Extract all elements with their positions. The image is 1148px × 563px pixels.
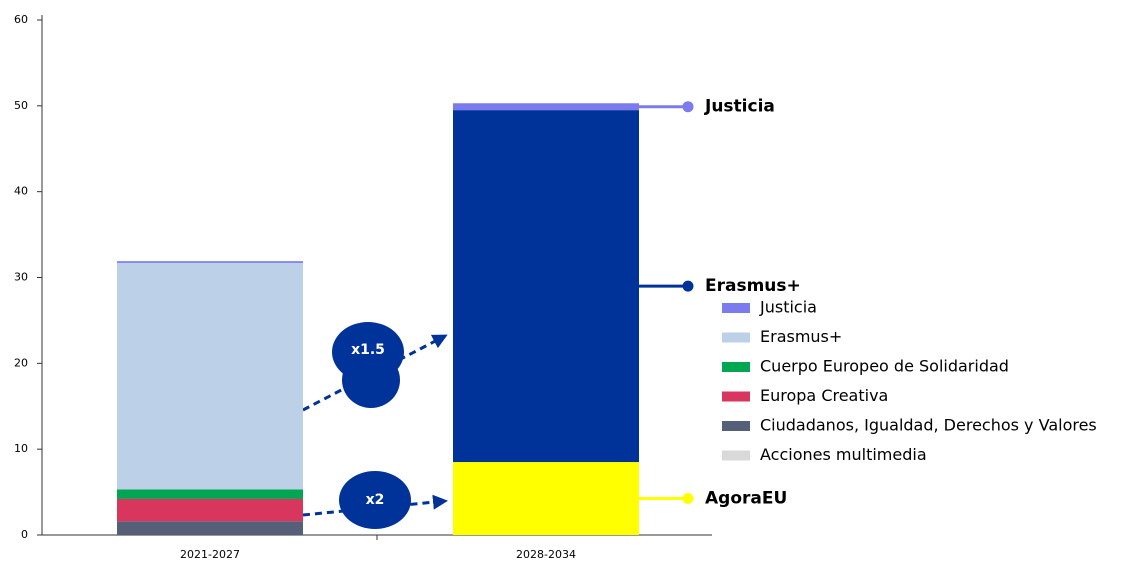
bar-segment [453,103,639,111]
bar-segment [453,110,639,463]
y-tick-label: 0 [21,528,28,541]
callout-label: Erasmus+ [705,276,801,296]
legend-swatch [722,450,750,461]
bar-segment [117,261,303,263]
callout-dot [682,280,694,292]
callout-label: AgoraEU [705,489,787,509]
legend-label: Europa Creativa [760,386,888,405]
legend-swatch [722,332,750,343]
y-tick-label: 20 [14,356,28,369]
bar-segment [117,521,303,535]
legend-swatch [722,303,750,313]
legend-label: Cuerpo Europeo de Solidaridad [760,357,1009,376]
y-tick-label: 10 [14,442,28,455]
y-tick-label: 50 [14,99,28,112]
legend-label: Ciudadanos, Igualdad, Derechos y Valores [760,416,1097,435]
annotation: x1.5 [351,342,385,358]
bar-segment [453,462,639,535]
bar-segment [117,489,303,499]
x-tick-label: 2028-2034 [516,548,576,561]
legend-label: Erasmus+ [760,327,842,346]
legend-label: Acciones multimedia [760,445,927,464]
legend-swatch [722,391,750,402]
annotation-shapes [302,322,448,529]
annotation: x2 [366,492,385,508]
callout-dot [682,101,694,113]
x-tick-label: 2021-2027 [180,548,240,561]
callout-dot [682,493,694,505]
y-tick-label: 40 [14,185,28,198]
legend-swatch [722,421,750,431]
y-tick-label: 60 [14,13,28,26]
bar-segment [117,262,303,490]
callout-label: Justicia [704,97,775,117]
legend-label: Justicia [759,298,817,317]
y-tick-label: 30 [14,271,28,284]
bar-segment [117,498,303,522]
legend-swatch [722,362,750,372]
